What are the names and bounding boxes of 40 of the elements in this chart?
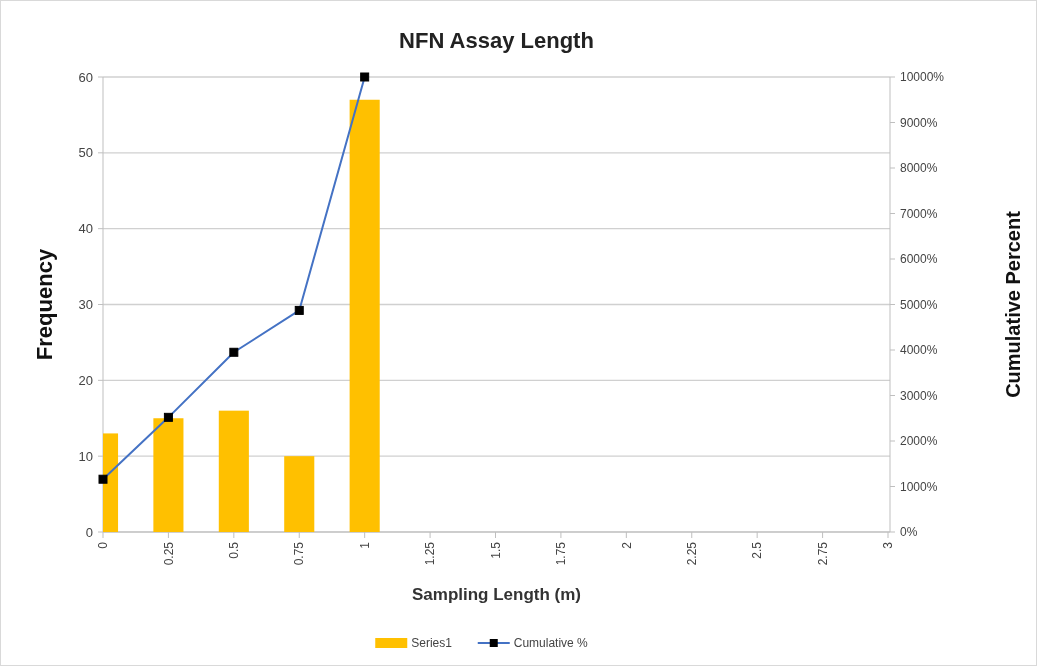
y-axis-title: Frequency: [32, 248, 57, 361]
y2-tick-label: 5000%: [900, 297, 938, 312]
x-tick-label: 3: [881, 541, 896, 549]
bar: [349, 99, 380, 532]
chart-title: NFN Assay Length: [399, 28, 594, 53]
x-tick-label: 1.25: [423, 541, 438, 566]
x-axis-title: Sampling Length (m): [411, 585, 582, 604]
y2-tick-label: 3000%: [900, 388, 938, 403]
x-tick-label: 1.5: [488, 541, 503, 559]
x-tick-label: 0.25: [161, 541, 176, 566]
x-tick-label: 2: [619, 541, 634, 549]
y-tick-label: 30: [78, 297, 93, 313]
x-tick-label: 1: [357, 541, 372, 549]
y2-tick-label: 1000%: [900, 479, 938, 494]
y-tick-label: 40: [78, 221, 93, 237]
y2-tick-label: 10000%: [900, 70, 945, 85]
x-tick-label: 1.75: [554, 541, 569, 566]
y2-tick-label: 7000%: [900, 206, 938, 221]
y-tick-label: 50: [78, 145, 93, 161]
y2-tick-label: 6000%: [900, 252, 938, 267]
bar: [153, 418, 184, 532]
y-tick-label: 60: [78, 69, 93, 85]
x-tick-label: 0: [96, 541, 111, 549]
y2-tick-label: 8000%: [900, 161, 938, 176]
y-tick-label: 20: [78, 372, 93, 388]
x-tick-label: 0.75: [292, 541, 307, 566]
y2-tick-label: 4000%: [900, 343, 938, 358]
x-tick-label: 2.75: [815, 541, 830, 566]
y-tick-label: 10: [78, 448, 93, 464]
x-tick-label: 0.5: [227, 541, 242, 559]
bar: [218, 410, 249, 532]
x-tick-label: 2.5: [750, 541, 765, 559]
y2-axis-title: Cumulative Percent: [1002, 210, 1024, 398]
legend-label: Cumulative %: [513, 636, 589, 651]
y2-tick-label: 2000%: [900, 434, 938, 449]
legend-label: Series1: [411, 636, 453, 651]
y2-tick-label: 9000%: [900, 115, 938, 130]
y2-tick-label: 0%: [900, 525, 918, 540]
x-tick-label: 2.25: [684, 541, 699, 566]
bar: [284, 456, 315, 532]
